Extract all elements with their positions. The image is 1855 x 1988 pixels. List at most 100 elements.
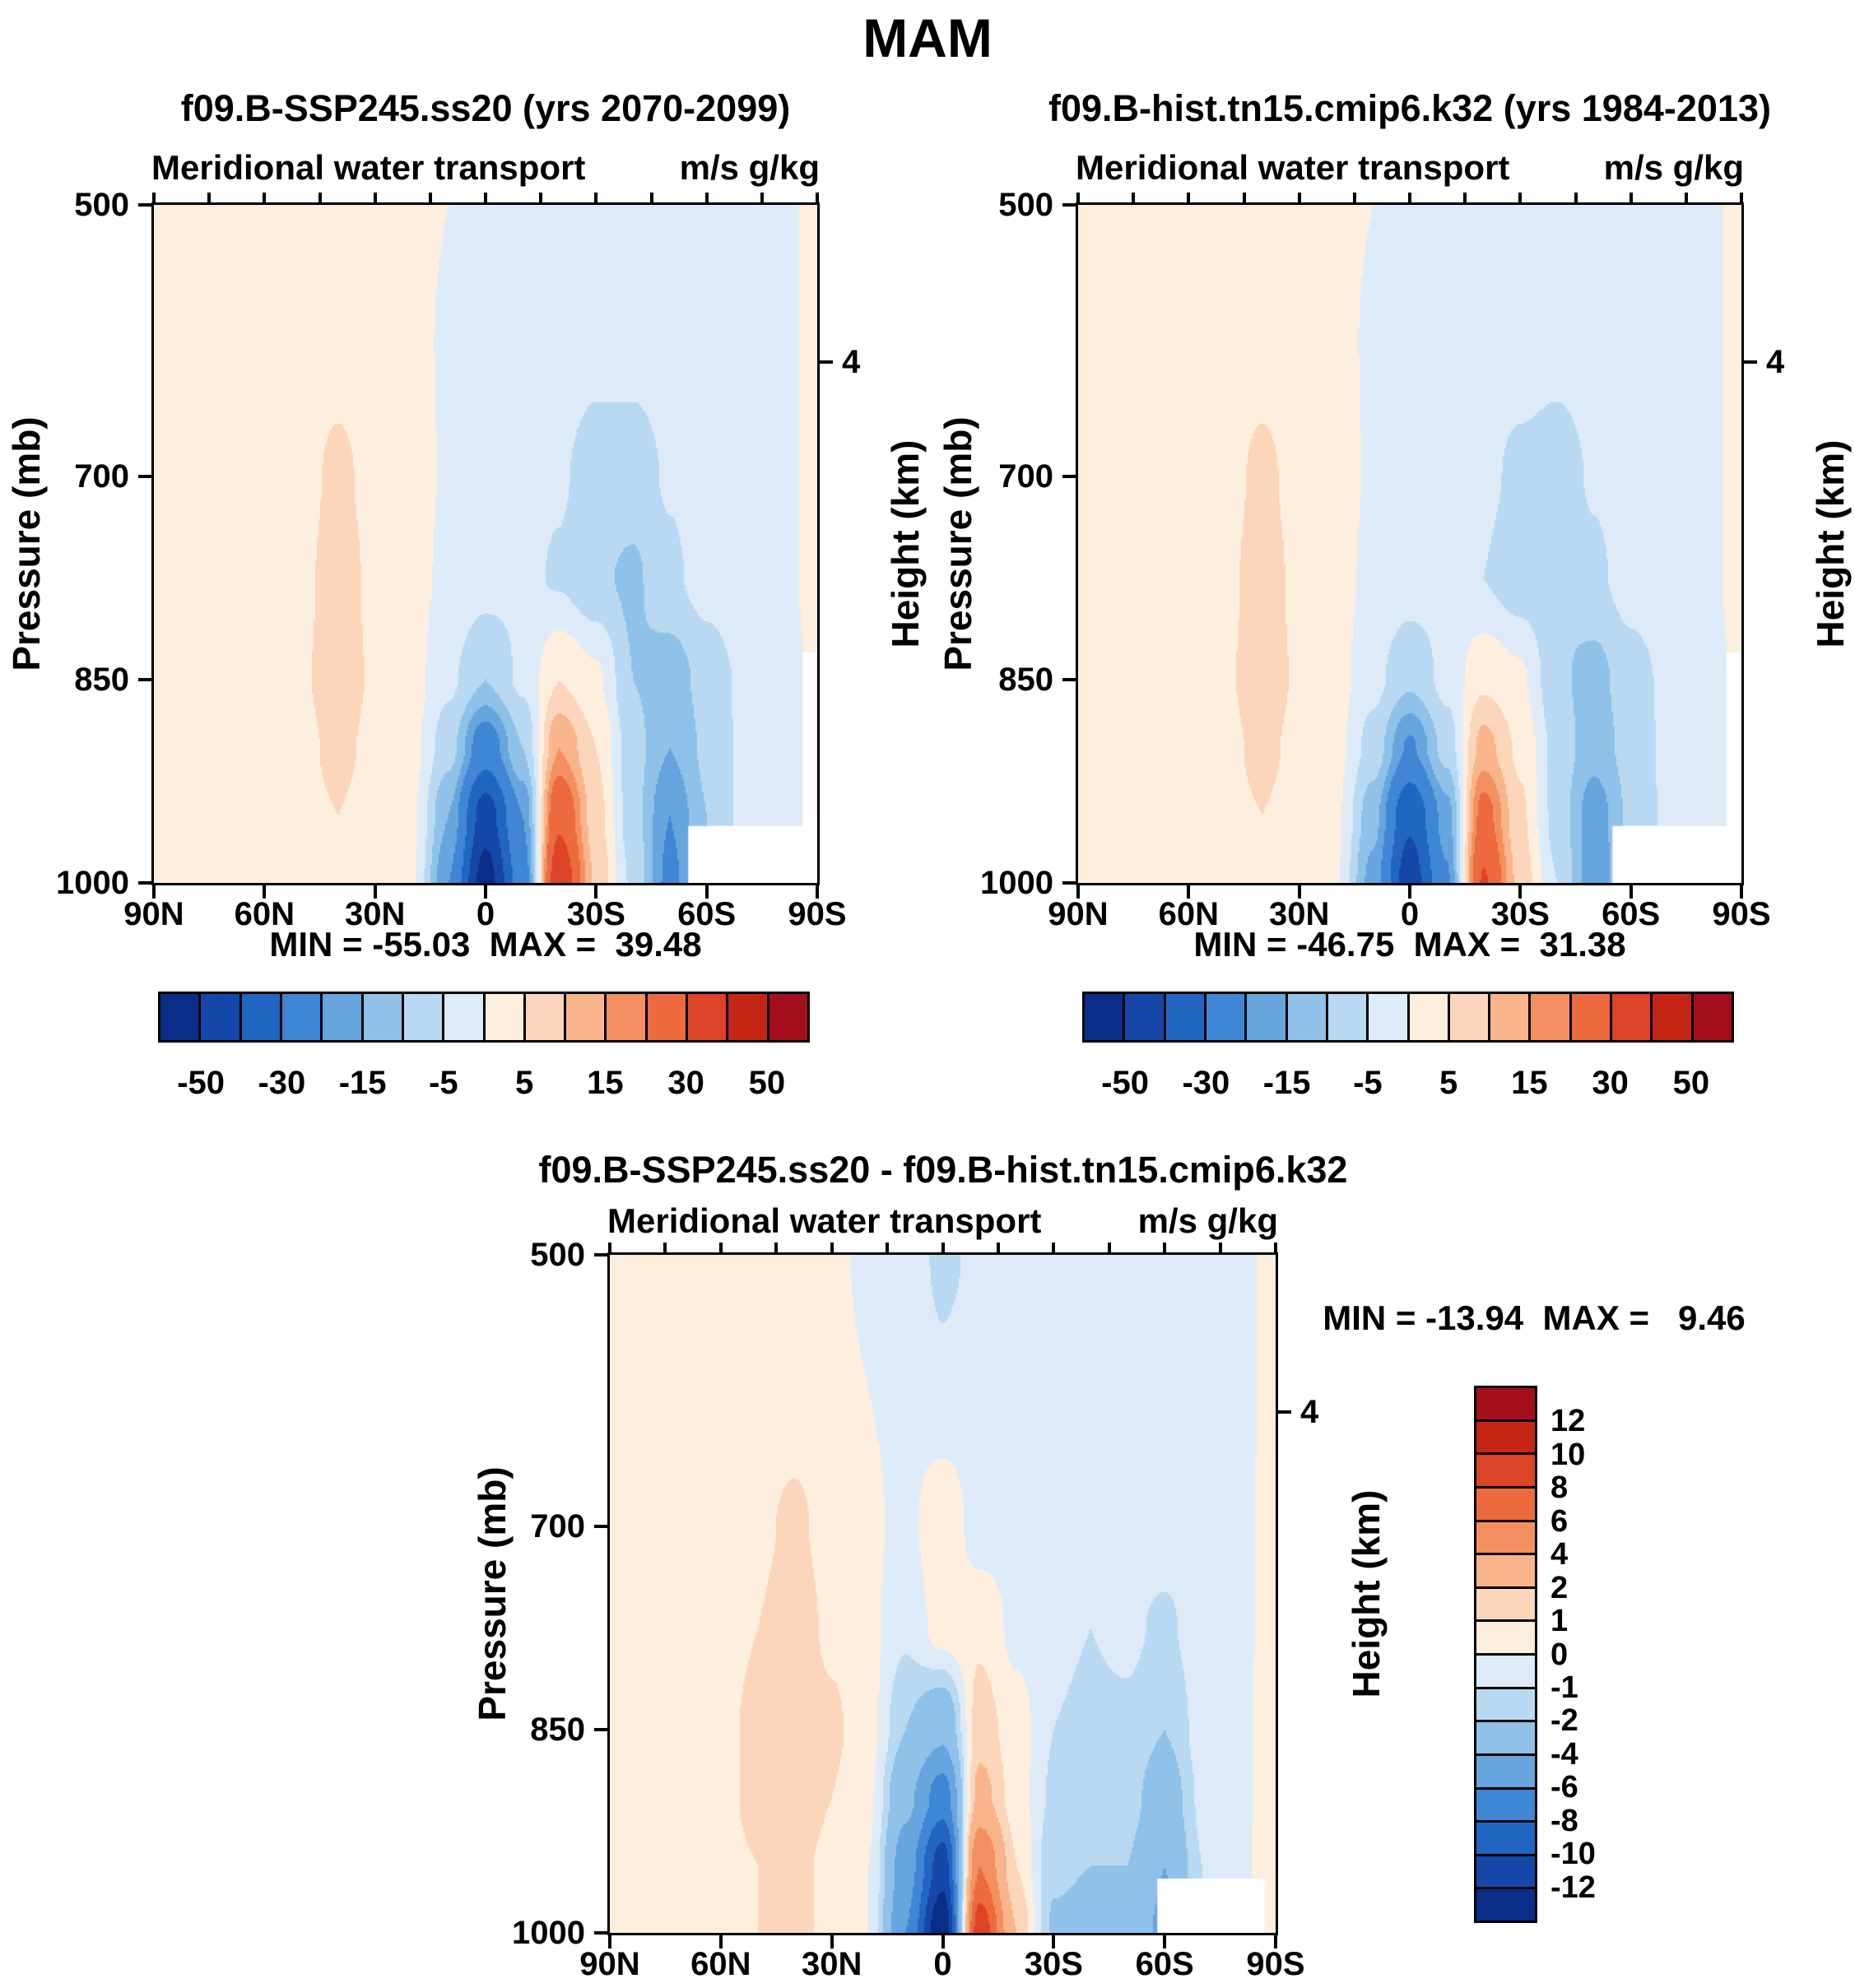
colorbar-label: -2: [1550, 1703, 1578, 1739]
x-axis-tick: [830, 1933, 834, 1949]
panel1-colorbar-labels: -50 -30 -15 -5 5 15 30 50: [158, 1065, 810, 1108]
colorbar-label: 6: [1550, 1503, 1569, 1539]
panel3-contour-plot: 90N 60N 30N 0 30S 60S 90S 500 700 850 1000 4: [512, 1237, 1318, 1982]
panel2-height-axis-label: Height (km): [1809, 439, 1852, 648]
colorbar-cell: [686, 994, 727, 1040]
y-axis-tick: [594, 1727, 610, 1731]
x-axis-tick: [1052, 1933, 1056, 1949]
x-axis-minor-tick: [428, 193, 432, 205]
panel2-minmax: MIN = -46.75 MAX = 31.38: [1193, 925, 1626, 964]
x-axis-tick: [152, 883, 156, 899]
panel3-minmax: MIN = -13.94 MAX = 9.46: [1323, 1298, 1746, 1337]
x-tick-label: 60N: [234, 896, 295, 932]
x-tick-label: 60S: [1602, 896, 1661, 932]
colorbar-cell: [1569, 994, 1611, 1040]
colorbar-cell: [726, 994, 767, 1040]
x-axis-minor-tick: [1297, 193, 1301, 205]
x-tick-label: 30S: [566, 896, 625, 932]
x-tick-label: 30N: [1268, 896, 1330, 932]
colorbar-cell: [1476, 1485, 1535, 1520]
x-axis-tick: [263, 883, 267, 899]
panel3-units-label: m/s g/kg: [1137, 1201, 1278, 1240]
colorbar-cell: [1285, 994, 1326, 1040]
y-tick-label: 500: [998, 187, 1053, 223]
colorbar-cell: [1610, 994, 1651, 1040]
panel1-height-axis-label: Height (km): [884, 439, 927, 648]
y2-tick-label: 4: [1300, 1394, 1319, 1431]
x-tick-label: 90N: [579, 1946, 640, 1982]
panel3-field-row: Meridional water transport m/s g/kg: [607, 1201, 1278, 1241]
colorbar-cell: [160, 994, 199, 1040]
x-axis-tick: [1408, 883, 1411, 899]
colorbar-label: -10: [1550, 1837, 1596, 1872]
x-tick-label: 30S: [1024, 1946, 1083, 1982]
y-axis-tick: [594, 1253, 610, 1256]
x-axis-minor-tick: [1574, 193, 1578, 205]
colorbar-cell: [1476, 1720, 1535, 1753]
colorbar-cell: [1476, 1519, 1535, 1554]
colorbar-cell: [1325, 994, 1367, 1040]
panel1-contour-plot: 90N 60N 30N 0 30S 60S 90S 500 700 850 1000 4: [56, 187, 860, 932]
x-tick-label: 90N: [1048, 896, 1109, 932]
colorbar-label: -50: [177, 1065, 225, 1101]
x-tick-label: 0: [476, 896, 495, 932]
x-tick-label: 60S: [1135, 1946, 1194, 1982]
y-tick-label: 1000: [56, 865, 129, 901]
x-axis-tick: [1076, 883, 1080, 899]
colorbar-label: -4: [1550, 1736, 1578, 1772]
x-axis-minor-tick: [1076, 193, 1080, 205]
panel1-units-label: m/s g/kg: [679, 148, 820, 187]
x-tick-label: 30N: [801, 1946, 862, 1982]
x-axis-tick: [1274, 1933, 1277, 1949]
x-axis-tick: [1297, 883, 1301, 899]
y2-tick-label: 4: [842, 344, 861, 381]
y-tick-label: 850: [74, 661, 129, 698]
x-axis-minor-tick: [1132, 193, 1136, 205]
colorbar-cell: [1476, 1388, 1535, 1419]
colorbar-cell: [1447, 994, 1489, 1040]
y-axis-tick: [1062, 881, 1078, 885]
colorbar-cell: [1528, 994, 1569, 1040]
colorbar-cell: [360, 994, 402, 1040]
colorbar-label: 30: [1592, 1065, 1629, 1101]
panel3-colorbar-labels: 12 10 8 6 4 2 1 0 -1 -2 -4 -6 -8 -10 -12: [1550, 1386, 1649, 1923]
panel3-height-axis-label: Height (km): [1345, 1489, 1388, 1698]
x-axis-tick: [373, 883, 377, 899]
x-axis-minor-tick: [539, 193, 543, 205]
y2-axis-tick: [1276, 1410, 1291, 1414]
x-tick-label: 30S: [1490, 896, 1550, 932]
colorbar-cell: [604, 994, 645, 1040]
x-axis-minor-tick: [816, 193, 819, 205]
colorbar-cell: [401, 994, 443, 1040]
x-tick-label: 60N: [690, 1946, 751, 1982]
panel2-colorbar: [1082, 992, 1734, 1043]
x-axis-minor-tick: [704, 193, 709, 205]
y-axis-tick: [1062, 203, 1078, 207]
x-tick-label: 90S: [1246, 1946, 1305, 1982]
x-axis-minor-tick: [373, 193, 377, 205]
x-tick-label: 0: [933, 1946, 952, 1982]
colorbar-cell: [644, 994, 686, 1040]
y2-axis-tick: [817, 360, 833, 365]
colorbar-label: -30: [1182, 1065, 1230, 1101]
colorbar-cell: [1406, 994, 1448, 1040]
x-axis-minor-tick: [318, 193, 322, 205]
y-axis-tick: [138, 474, 154, 478]
x-axis-minor-tick: [1629, 193, 1633, 205]
colorbar-cell: [1476, 1786, 1535, 1821]
colorbar-label: 8: [1550, 1470, 1569, 1506]
x-axis-minor-tick: [207, 193, 212, 205]
colorbar-cell: [1085, 994, 1123, 1040]
colorbar-cell: [320, 994, 361, 1040]
y-axis-tick: [594, 1524, 610, 1528]
colorbar-cell: [279, 994, 321, 1040]
colorbar-label: 1: [1550, 1604, 1569, 1639]
colorbar-cell: [1476, 1452, 1535, 1486]
colorbar-label: 12: [1550, 1404, 1586, 1439]
y-tick-label: 500: [530, 1237, 585, 1273]
x-axis-minor-tick: [608, 1242, 611, 1255]
colorbar-label: 4: [1550, 1537, 1569, 1572]
y-tick-label: 850: [998, 661, 1053, 698]
colorbar-cell: [1163, 994, 1204, 1040]
colorbar-label: -30: [258, 1065, 306, 1101]
